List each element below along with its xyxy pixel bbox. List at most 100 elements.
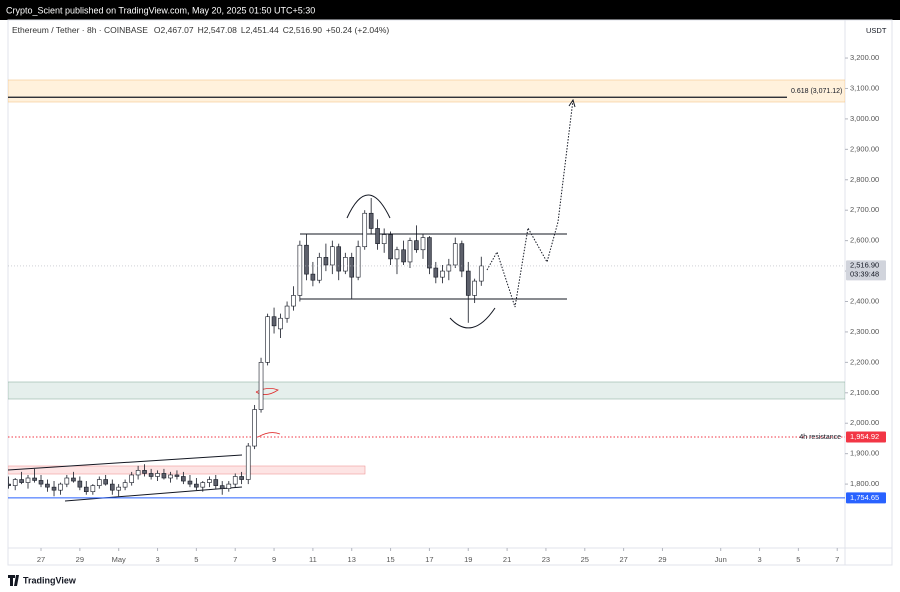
- candle-body: [194, 483, 199, 488]
- candle-body: [239, 476, 244, 480]
- logo: [8, 575, 19, 586]
- price-tag-label: 1,754.65: [850, 493, 879, 502]
- last-price-tag: [846, 260, 886, 281]
- candle-body: [232, 476, 238, 485]
- y-tick-label: 2,800.00: [850, 175, 879, 184]
- candle-body: [465, 270, 471, 296]
- candle-body: [427, 237, 432, 269]
- x-tick-label: 17: [425, 555, 433, 564]
- price-tag: [846, 431, 886, 443]
- candle-body: [213, 479, 219, 486]
- candle-body: [271, 316, 277, 327]
- candle-body: [291, 295, 296, 307]
- publisher: Crypto_Scient published on TradingView.c…: [6, 5, 315, 15]
- candle-body: [168, 474, 173, 479]
- candle-body: [459, 243, 465, 272]
- fib-zone: [8, 79, 845, 103]
- candle-body: [122, 482, 128, 488]
- y-tick-label: 2,400.00: [850, 296, 879, 305]
- x-tick-label: 9: [272, 555, 276, 564]
- drawings: [8, 79, 845, 502]
- countdown: 03:39:48: [850, 269, 879, 278]
- bottom-arc: [449, 307, 496, 329]
- frame: [7, 19, 893, 566]
- candle-body: [207, 479, 212, 483]
- candle-body: [330, 246, 335, 266]
- ohlc-value: 2,547.08: [204, 25, 237, 35]
- wedge-line: [64, 486, 243, 502]
- y-tick-label: 3,200.00: [850, 53, 879, 62]
- symbol: Ethereum / Tether · 8h · COINBASE: [12, 25, 148, 35]
- ohlc-key: H: [198, 25, 204, 35]
- candle-body: [135, 470, 141, 476]
- candle-body: [90, 485, 96, 493]
- x-tick-label: 29: [658, 555, 666, 564]
- candle-body: [148, 473, 154, 477]
- candle-body: [103, 479, 108, 485]
- x-tick-label: 29: [76, 555, 84, 564]
- candle-body: [407, 240, 413, 263]
- candle-body: [51, 486, 57, 491]
- candle-body: [155, 473, 160, 477]
- candle-body: [25, 477, 31, 483]
- candle-body: [32, 477, 37, 481]
- x-tick-label: 7: [233, 555, 237, 564]
- x-tick-label: 23: [542, 555, 550, 564]
- symbol-legend: Ethereum / Tether · 8h · COINBASE O2,467.…: [12, 25, 389, 35]
- candle-body: [200, 482, 206, 488]
- candle-body: [8, 483, 11, 486]
- candle-body: [362, 212, 368, 248]
- footer: TradingView: [8, 575, 77, 586]
- x-tick-label: 27: [37, 555, 45, 564]
- candle-body: [343, 257, 348, 272]
- candle-body: [245, 445, 251, 480]
- candle-body: [45, 483, 50, 488]
- candle-body: [19, 479, 24, 483]
- y-tick-label: 2,100.00: [850, 388, 879, 397]
- x-tick-label: 3: [155, 555, 159, 564]
- wedge-line: [8, 454, 243, 471]
- candle-body: [323, 257, 329, 266]
- y-tick-label: 2,600.00: [850, 236, 879, 245]
- x-tick-label: 19: [464, 555, 472, 564]
- x-tick-label: 15: [386, 555, 394, 564]
- y-tick-label: 3,000.00: [850, 114, 879, 123]
- x-tick-label: 7: [835, 555, 839, 564]
- candle-body: [304, 244, 309, 275]
- candle-body: [174, 474, 180, 477]
- candle-body: [109, 483, 115, 491]
- candle-body: [142, 470, 147, 474]
- candle-body: [226, 483, 232, 489]
- ohlc-key: C: [283, 25, 289, 35]
- candle-body: [446, 264, 452, 272]
- x-tick-label: 5: [194, 555, 198, 564]
- candle-body: [452, 243, 458, 266]
- x-tick-label: May: [112, 555, 126, 564]
- candle-body: [219, 485, 225, 489]
- candle-body: [129, 474, 135, 483]
- price-tag: [846, 492, 886, 504]
- candle-body: [278, 317, 283, 330]
- candle-body: [433, 267, 439, 278]
- candle-body: [96, 479, 102, 486]
- x-tick-label: 21: [503, 555, 511, 564]
- x-tick-label: 25: [581, 555, 589, 564]
- candle-body: [64, 477, 70, 485]
- candle-body: [83, 486, 89, 493]
- candle-body: [355, 246, 361, 278]
- candle-body: [77, 480, 83, 488]
- candle-body: [381, 234, 387, 244]
- candle-body: [58, 483, 63, 491]
- y-tick-label: 2,000.00: [850, 418, 879, 427]
- candle-body: [368, 212, 374, 229]
- candle-body: [394, 249, 400, 260]
- candle-body: [310, 273, 316, 281]
- candle-body: [187, 480, 193, 485]
- y-tick-label: 1,800.00: [850, 479, 879, 488]
- publisher-bar: [0, 0, 900, 20]
- candle-body: [349, 257, 355, 278]
- level-text: 4h resistance: [799, 434, 841, 441]
- y-tick-label: 2,700.00: [850, 205, 879, 214]
